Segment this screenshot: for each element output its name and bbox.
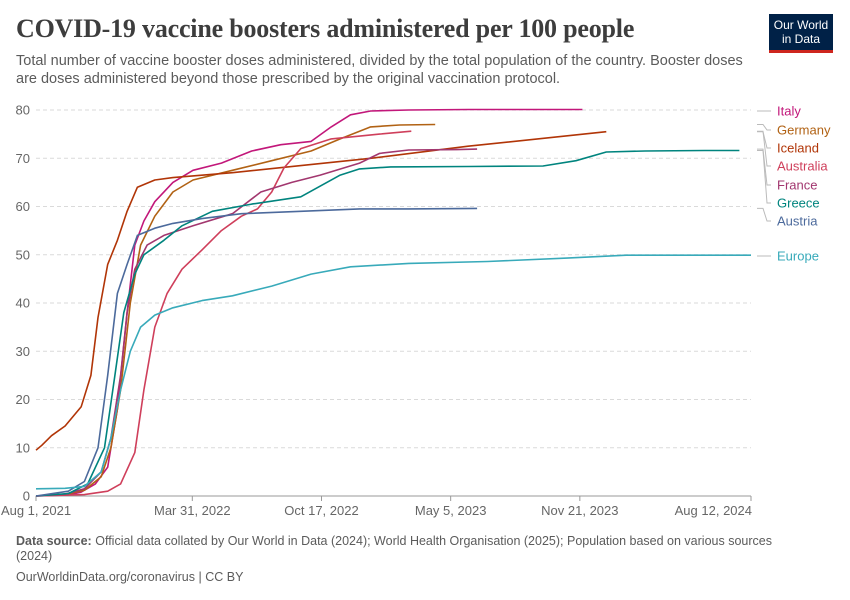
y-tick-label: 20 (16, 392, 30, 407)
logo-line-2: in Data (781, 32, 821, 46)
legend-connector (757, 124, 771, 131)
series-line-europe (35, 254, 751, 490)
x-tick-label: Nov 21, 2023 (541, 503, 618, 518)
series-line-australia (35, 130, 412, 497)
legend-label-europe: Europe (777, 249, 819, 264)
y-tick-label: 10 (16, 440, 30, 455)
x-axis: Aug 1, 2021 Mar 31, 2022 Oct 17, 2022 May 5… (1, 495, 752, 518)
series-line-france (35, 148, 478, 497)
x-tick-label: May 5, 2023 (415, 503, 487, 518)
y-tick-label: 0 (23, 489, 30, 504)
data-source-text: Official data collated by Our World in D… (16, 534, 772, 563)
x-tick-label: Mar 31, 2022 (154, 503, 231, 518)
y-tick-label: 30 (16, 344, 30, 359)
legend-label-italy: Italy (777, 104, 801, 119)
data-source-label: Data source: (16, 534, 92, 548)
line-chart: 0 10 20 30 40 50 60 70 80 Aug 1, 2021 Mar 31, 202… (1, 103, 831, 519)
owid-logo[interactable]: Our World in Data (769, 14, 833, 53)
series-line-germany (35, 123, 436, 497)
series-lines (35, 108, 751, 497)
legend-label-germany: Germany (777, 123, 831, 138)
footer-link[interactable]: OurWorldinData.org/coronavirus | CC BY (16, 570, 244, 584)
series-line-austria (35, 207, 478, 497)
legend-connector (757, 130, 771, 167)
legend-connector (757, 150, 771, 204)
grid-lines (36, 109, 751, 449)
y-tick-label: 50 (16, 247, 30, 262)
series-line-iceland (35, 130, 607, 451)
y-tick-label: 60 (16, 199, 30, 214)
chart-subtitle: Total number of vaccine booster doses ad… (16, 53, 743, 87)
legend: Italy Germany Iceland Australia France Greece… (757, 104, 831, 264)
y-tick-label: 70 (16, 151, 30, 166)
x-tick-label: Aug 1, 2021 (1, 503, 71, 518)
legend-label-austria: Austria (777, 214, 818, 229)
legend-label-iceland: Iceland (777, 141, 819, 156)
legend-label-greece: Greece (777, 196, 820, 211)
chart-title: COVID-19 vaccine boosters administered p… (16, 14, 635, 43)
y-axis-ticks: 0 10 20 30 40 50 60 70 80 (16, 103, 30, 504)
legend-connector (757, 148, 771, 186)
series-line-greece (35, 149, 740, 497)
legend-connector (757, 207, 771, 222)
y-tick-label: 40 (16, 296, 30, 311)
x-tick-label: Oct 17, 2022 (284, 503, 358, 518)
legend-label-france: France (777, 178, 817, 193)
data-source-note: Data source: Official data collated by O… (16, 534, 806, 564)
x-tick-label: Aug 12, 2024 (675, 503, 752, 518)
y-tick-label: 80 (16, 103, 30, 118)
legend-label-australia: Australia (777, 159, 828, 174)
logo-line-1: Our World (773, 18, 829, 32)
